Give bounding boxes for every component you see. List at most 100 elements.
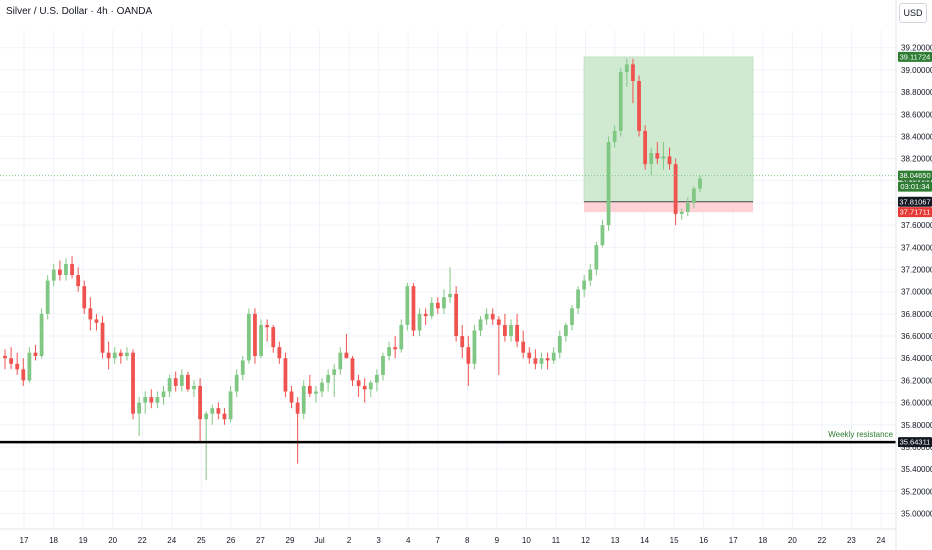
candle-body: [692, 188, 696, 203]
price-label: 37.71711: [900, 208, 931, 217]
y-tick-label: 35.00000: [901, 509, 932, 518]
candle-body: [381, 356, 385, 375]
x-tick-label: 17: [20, 536, 29, 545]
weekly-resistance-annotation: Weekly resistance: [828, 430, 893, 439]
currency-button[interactable]: USD: [899, 3, 927, 23]
grid: [0, 30, 896, 529]
x-tick-label: 3: [376, 536, 381, 545]
y-tick-label: 38.80000: [901, 88, 932, 97]
candle-body: [27, 352, 32, 381]
candle-body: [216, 408, 221, 414]
candle-body: [423, 313, 428, 317]
time-axis[interactable]: 17 18 19 20 22 24 25 26 27 29 Jul 2 3 4 7 8 9 10 11 12 13 14 1…: [0, 528, 896, 545]
x-tick-label: 24: [167, 536, 176, 545]
candle-body: [15, 363, 20, 370]
candle-body: [448, 293, 452, 298]
candle-body: [374, 374, 379, 383]
price-label-bg: [898, 196, 932, 207]
candle-body: [70, 263, 74, 276]
candle-body: [496, 319, 501, 325]
price-label-bg: [898, 437, 932, 448]
candle-body: [3, 356, 7, 359]
x-tick-label: 22: [138, 536, 147, 545]
y-tick-label: 35.80000: [901, 421, 932, 430]
price-label: 38.04650: [899, 171, 930, 180]
candle-body: [82, 286, 87, 309]
y-tick-label: 37.20000: [901, 266, 932, 275]
candle-body: [570, 308, 574, 325]
candle-body: [125, 352, 129, 357]
candle-body: [545, 358, 550, 361]
candle-body: [527, 352, 532, 359]
x-tick-label: 25: [197, 536, 206, 545]
candle-body: [698, 178, 702, 189]
candle-body: [582, 280, 587, 290]
candle-body: [454, 293, 459, 337]
candle-body: [143, 397, 148, 403]
x-tick-label: 2: [347, 536, 352, 545]
candle-body: [576, 289, 580, 309]
y-tick-label: 37.00000: [901, 288, 932, 297]
candle-body: [429, 302, 434, 317]
candle-body: [362, 385, 367, 390]
chart-title: Silver / U.S. Dollar · 4h · OANDA: [6, 6, 153, 17]
candle-body: [88, 308, 93, 320]
candle-body: [387, 347, 391, 357]
candle-body: [51, 269, 56, 281]
candle-body: [490, 313, 495, 320]
y-tick-label: 35.40000: [901, 465, 932, 474]
y-tick-label: 36.20000: [901, 376, 932, 385]
x-tick-label: Jul: [314, 536, 324, 545]
candle-body: [307, 385, 312, 394]
candle-body: [173, 378, 178, 386]
candle-body: [100, 322, 105, 353]
x-tick-label: 8: [465, 536, 470, 545]
candle-body: [289, 391, 294, 403]
target-zone: [583, 56, 754, 203]
candle-body: [204, 413, 209, 420]
candle-body: [155, 397, 160, 403]
candle-body: [509, 324, 513, 337]
candle-body: [399, 324, 404, 350]
candle-body: [594, 245, 599, 270]
level-lines: Weekly resistance: [0, 175, 896, 444]
price-label-bg: [898, 51, 932, 62]
x-tick-label: 29: [286, 536, 295, 545]
y-tick-label: 36.60000: [901, 332, 932, 341]
candle-body: [149, 397, 154, 403]
price-axis[interactable]: 39.20000 39.00000 38.80000 38.60000 38.40000…: [895, 0, 932, 550]
x-tick-label: 18: [758, 536, 767, 545]
candle-body: [344, 352, 349, 359]
y-tick-label: 37.40000: [901, 243, 932, 252]
candle-body: [45, 280, 50, 314]
x-tick-label: 27: [256, 536, 265, 545]
candle-body: [9, 358, 13, 364]
candle-body: [661, 156, 666, 159]
candle-body: [612, 130, 617, 142]
candle-body: [624, 64, 629, 73]
candle-body: [478, 319, 483, 331]
candle-body: [131, 352, 135, 414]
candle-body: [106, 352, 111, 359]
candle-body: [472, 330, 477, 364]
x-tick-label: 26: [226, 536, 235, 545]
candle-body: [198, 385, 202, 420]
price-label: 37.81067: [899, 197, 930, 206]
candle-body: [265, 324, 270, 328]
x-tick-label: 17: [729, 536, 738, 545]
candle-body: [637, 81, 641, 131]
candle-body: [466, 347, 471, 364]
candle-body: [442, 297, 446, 309]
x-tick-label: 7: [435, 536, 440, 545]
candle-body: [411, 286, 416, 331]
candle-body: [240, 360, 245, 375]
y-tick-label: 38.40000: [901, 132, 932, 141]
candle-body: [314, 391, 318, 394]
candle-body: [57, 269, 62, 276]
candle-body: [557, 336, 562, 353]
price-label: 35.64311: [900, 438, 931, 447]
candle-body: [460, 336, 465, 348]
candle-body: [649, 153, 654, 165]
candle-body: [186, 374, 190, 390]
